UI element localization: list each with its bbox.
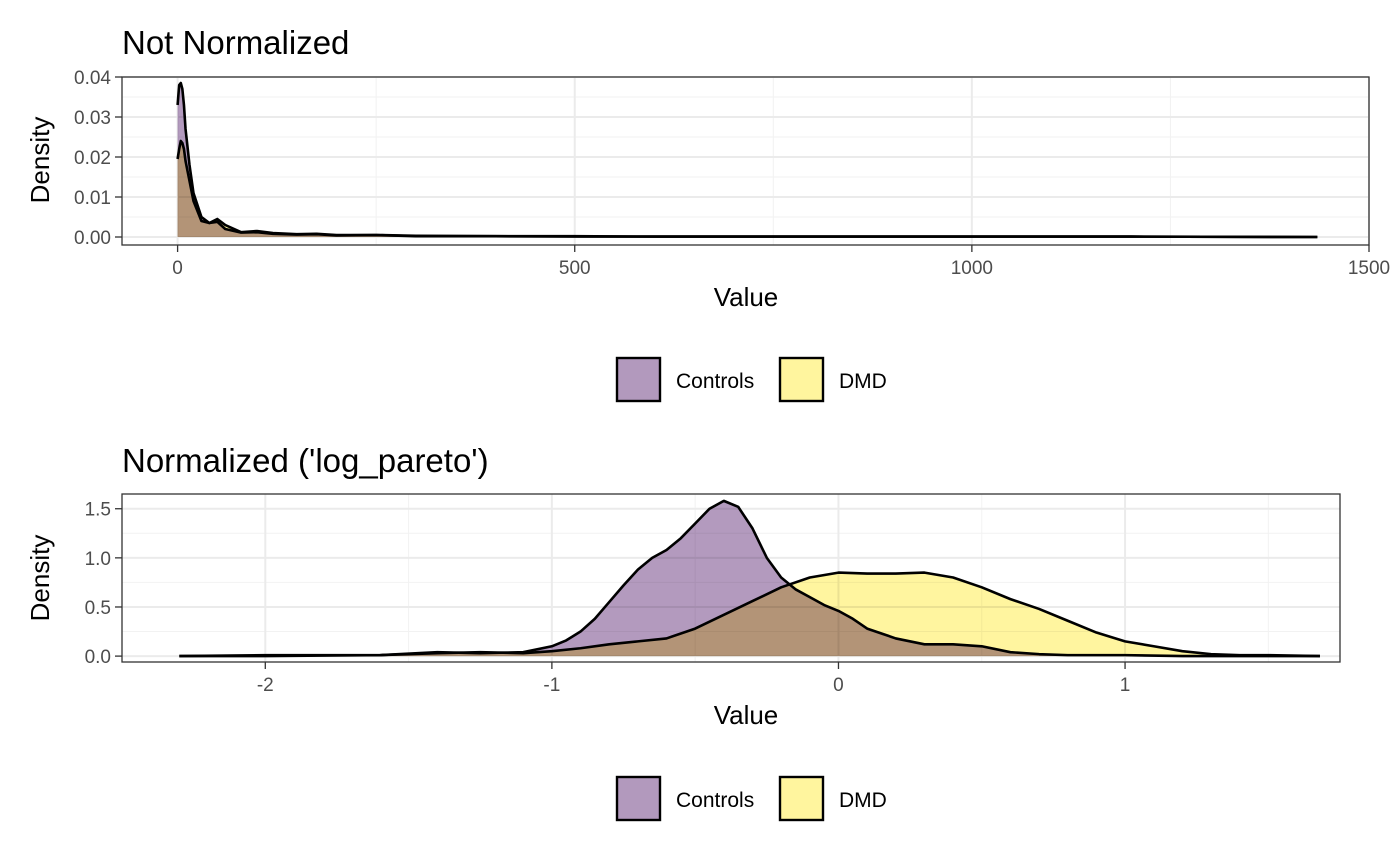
panel-border <box>121 76 1370 246</box>
density-line-controls <box>176 81 1318 239</box>
legend-label-dmd: DMD <box>839 370 887 393</box>
y-tick-label: 0.04 <box>74 68 111 89</box>
legend-key-dmd <box>778 775 825 822</box>
legend-key-controls <box>615 356 662 403</box>
x-tick-label: 1500 <box>1348 258 1390 279</box>
density-area-dmd <box>177 141 1318 237</box>
y-axis-title: Density <box>25 117 55 204</box>
y-tick-label: 0.03 <box>74 108 111 129</box>
legend: Controls DMD <box>615 356 887 403</box>
normalized-panel: Normalized ('log_pareto') -2 -1 0 1 0.0 0.5 1.… <box>25 442 1341 822</box>
panel-border <box>121 493 1341 663</box>
y-axis-title: Density <box>25 535 55 622</box>
chart-title: Not Normalized <box>122 24 349 61</box>
y-tick-label: 0.01 <box>74 188 111 209</box>
legend-key-controls <box>615 775 662 822</box>
x-tick-label: 1000 <box>951 258 993 279</box>
legend-label-controls: Controls <box>676 789 754 812</box>
legend: Controls DMD <box>615 775 887 822</box>
density-line-dmd <box>179 571 1320 658</box>
x-axis-title: Value <box>714 700 779 730</box>
y-tick-label: 0.0 <box>85 647 111 668</box>
grid <box>122 76 1370 245</box>
y-tick-label: 0.00 <box>74 228 111 249</box>
x-tick-label: 0 <box>833 675 844 696</box>
chart-title: Normalized ('log_pareto') <box>122 442 489 479</box>
y-tick-label: 1.0 <box>85 549 111 570</box>
legend-label-dmd: DMD <box>839 789 887 812</box>
x-tick-label: -1 <box>543 675 560 696</box>
axis-ticks: -2 -1 0 1 0.0 0.5 1.0 1.5 <box>85 500 1131 696</box>
density-line-controls <box>179 499 1320 658</box>
density-area-controls <box>177 83 1318 237</box>
y-tick-label: 0.5 <box>85 598 111 619</box>
density-area-controls <box>179 500 1320 657</box>
x-tick-label: 500 <box>559 258 591 279</box>
x-axis-title: Value <box>714 282 779 312</box>
density-line-dmd <box>176 139 1318 239</box>
legend-label-controls: Controls <box>676 370 754 393</box>
y-tick-label: 0.02 <box>74 148 111 169</box>
x-tick-label: -2 <box>257 675 274 696</box>
x-tick-label: 0 <box>172 258 183 279</box>
legend-key-dmd <box>778 356 825 403</box>
not-normalized-panel: Not Normalized 0 500 1000 15000.000.010.020… <box>25 24 1390 403</box>
x-tick-label: 1 <box>1120 675 1131 696</box>
axis-ticks: 0 500 1000 1500 0.00 0.01 0.02 0.03 0.04 <box>74 68 1390 279</box>
plot-area <box>179 499 1320 658</box>
plot-area <box>176 81 1318 239</box>
density-area-dmd <box>179 572 1320 657</box>
y-tick-label: 1.5 <box>85 500 111 521</box>
